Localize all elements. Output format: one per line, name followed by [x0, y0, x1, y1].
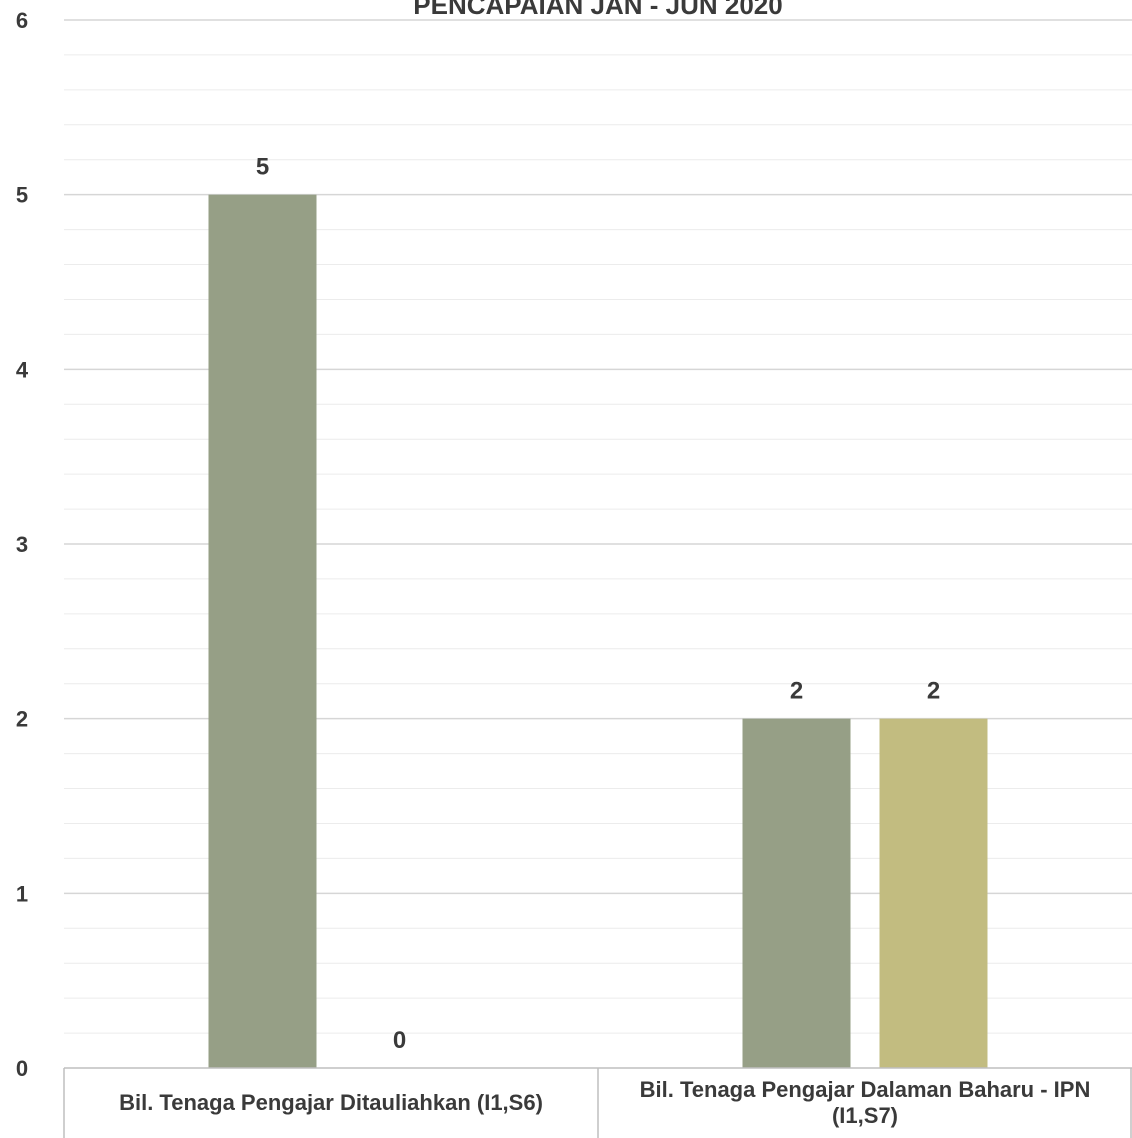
data-label: 0 — [393, 1027, 406, 1054]
y-tick-label: 1 — [16, 881, 28, 906]
y-tick-label: 2 — [16, 707, 28, 732]
bar — [742, 718, 851, 1068]
bars — [208, 194, 988, 1068]
y-axis-ticks: 0 1 2 3 4 5 6 — [16, 8, 29, 1081]
bar — [208, 194, 317, 1068]
data-label: 2 — [927, 678, 940, 705]
data-label: 5 — [256, 154, 269, 181]
data-label: 2 — [790, 678, 803, 705]
category-label: Bil. Tenaga Pengajar Ditauliahkan (I1,S6… — [119, 1090, 543, 1115]
bar — [879, 718, 988, 1068]
y-tick-label: 5 — [16, 183, 28, 208]
category-label: Bil. Tenaga Pengajar Dalaman Baharu - IP… — [639, 1077, 1091, 1128]
data-labels: 5 0 2 2 — [256, 154, 940, 1054]
category-box — [63, 1068, 1132, 1138]
chart-title: PENCAPAIAN JAN - JUN 2020 — [413, 0, 782, 20]
y-tick-label: 0 — [16, 1056, 28, 1081]
y-tick-label: 6 — [16, 8, 28, 33]
y-tick-label: 4 — [16, 357, 29, 382]
y-tick-label: 3 — [16, 532, 28, 557]
